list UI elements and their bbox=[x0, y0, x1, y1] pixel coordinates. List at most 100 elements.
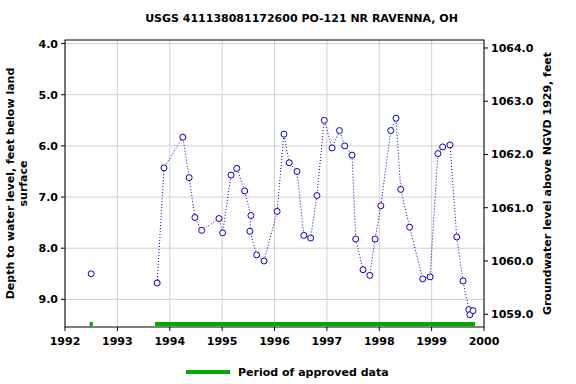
grid-line bbox=[65, 299, 484, 300]
tick-label: 1994 bbox=[154, 335, 185, 348]
tick bbox=[61, 145, 65, 146]
grid-line bbox=[326, 40, 327, 327]
tick-label: 8.0 bbox=[39, 242, 59, 255]
data-line bbox=[157, 118, 473, 314]
tick bbox=[274, 327, 275, 331]
tick-label: 1060.0 bbox=[491, 255, 534, 268]
grid-line bbox=[274, 40, 275, 327]
tick-label: 1997 bbox=[312, 335, 343, 348]
tick bbox=[326, 327, 327, 331]
data-point bbox=[353, 236, 359, 242]
data-point bbox=[398, 186, 404, 192]
grid-line bbox=[65, 94, 484, 95]
data-point bbox=[154, 280, 160, 286]
legend-swatch bbox=[186, 370, 230, 374]
grid-line bbox=[117, 40, 118, 327]
data-point bbox=[407, 224, 413, 230]
tick bbox=[431, 327, 432, 331]
data-point bbox=[220, 230, 226, 236]
data-point bbox=[420, 276, 426, 282]
data-point bbox=[294, 168, 300, 174]
data-point bbox=[372, 236, 378, 242]
data-point bbox=[440, 144, 446, 150]
tick-label: 1998 bbox=[364, 335, 395, 348]
tick-label: 1062.0 bbox=[491, 148, 534, 161]
data-point bbox=[360, 267, 366, 273]
tick bbox=[169, 327, 170, 331]
tick-label: 1064.0 bbox=[491, 42, 534, 55]
data-point bbox=[393, 115, 399, 121]
tick bbox=[484, 47, 488, 48]
data-point bbox=[199, 227, 205, 233]
tick-label: 1999 bbox=[416, 335, 447, 348]
tick bbox=[61, 94, 65, 95]
tick bbox=[484, 101, 488, 102]
data-point bbox=[161, 165, 167, 171]
legend-label: Period of approved data bbox=[238, 366, 389, 379]
data-point bbox=[274, 208, 280, 214]
axis-title: Groundwater level above NGVD 1929, feet bbox=[541, 52, 554, 315]
data-point bbox=[460, 278, 466, 284]
tick bbox=[61, 43, 65, 44]
grid-line bbox=[431, 40, 432, 327]
grid-line bbox=[65, 145, 484, 146]
tick-label: 2000 bbox=[469, 335, 500, 348]
data-point bbox=[228, 172, 234, 178]
axis-title-line: surface bbox=[17, 161, 30, 207]
chart: USGS 411138081172600 PO-121 NR RAVENNA, … bbox=[0, 0, 576, 384]
grid-line bbox=[169, 40, 170, 327]
data-point bbox=[234, 165, 240, 171]
tick bbox=[484, 260, 488, 261]
tick-label: 1992 bbox=[50, 335, 81, 348]
tick-label: 7.0 bbox=[39, 191, 59, 204]
tick-label: 1063.0 bbox=[491, 95, 534, 108]
data-point bbox=[314, 193, 320, 199]
data-point bbox=[261, 258, 267, 264]
tick bbox=[61, 197, 65, 198]
tick-label: 9.0 bbox=[39, 293, 59, 306]
data-point bbox=[88, 271, 94, 277]
title: USGS 411138081172600 PO-121 NR RAVENNA, … bbox=[145, 12, 458, 25]
grid-line bbox=[65, 197, 484, 198]
data-point bbox=[427, 274, 433, 280]
data-point bbox=[247, 228, 253, 234]
grid-line bbox=[65, 248, 484, 249]
data-point bbox=[336, 128, 342, 134]
tick-label: 1059.0 bbox=[491, 308, 534, 321]
data-point bbox=[216, 216, 222, 222]
tick bbox=[484, 314, 488, 315]
data-point bbox=[388, 128, 394, 134]
tick bbox=[61, 299, 65, 300]
approved-period bbox=[90, 322, 93, 326]
data-point bbox=[242, 188, 248, 194]
data-point bbox=[308, 235, 314, 241]
grid-line bbox=[379, 40, 380, 327]
axis-title-line: Depth to water level, feet below land bbox=[4, 68, 17, 300]
data-point bbox=[186, 175, 192, 181]
data-point bbox=[286, 160, 292, 166]
data-point bbox=[321, 117, 327, 123]
tick bbox=[65, 327, 66, 331]
data-point bbox=[301, 232, 307, 238]
grid-line bbox=[65, 43, 484, 44]
data-point bbox=[254, 252, 260, 258]
plot-area bbox=[88, 115, 476, 324]
data-point bbox=[180, 134, 186, 140]
tick bbox=[222, 327, 223, 331]
tick-label: 5.0 bbox=[39, 89, 59, 102]
plot-frame bbox=[65, 40, 484, 327]
data-point bbox=[447, 142, 453, 148]
tick bbox=[484, 327, 485, 331]
data-point bbox=[367, 272, 373, 278]
tick bbox=[379, 327, 380, 331]
tick-label: 1061.0 bbox=[491, 202, 534, 215]
tick bbox=[484, 154, 488, 155]
tick-label: 4.0 bbox=[39, 38, 59, 51]
axis-title: Depth to water level, feet below landsur… bbox=[4, 68, 30, 300]
data-point bbox=[281, 131, 287, 137]
tick-label: 6.0 bbox=[39, 140, 59, 153]
data-point bbox=[454, 234, 460, 240]
data-point bbox=[378, 203, 384, 209]
tick bbox=[484, 207, 488, 208]
tick-label: 1993 bbox=[102, 335, 133, 348]
